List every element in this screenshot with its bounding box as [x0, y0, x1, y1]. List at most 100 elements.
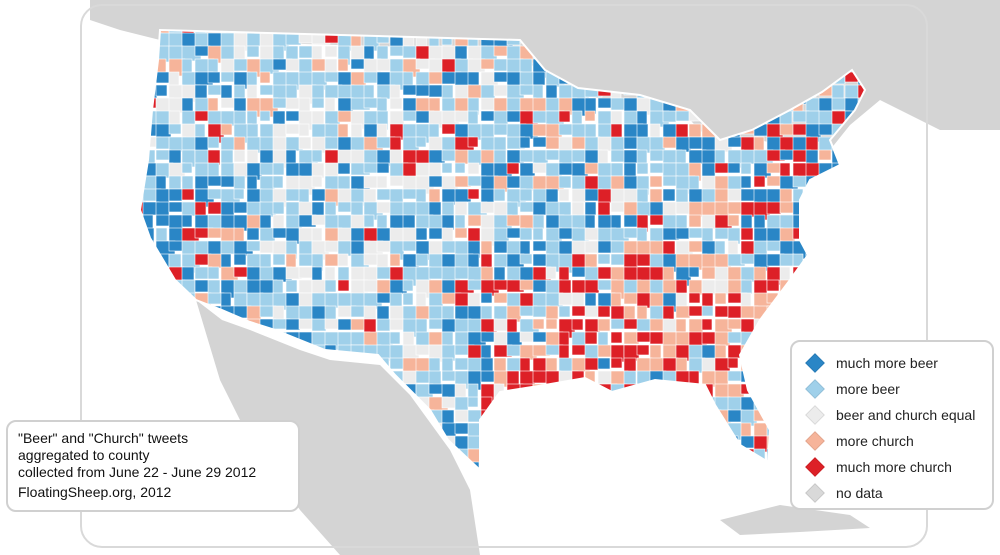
county-cell: [818, 97, 833, 112]
county-cell: [662, 136, 677, 149]
county-cell: [428, 331, 443, 346]
county-cell: [532, 214, 545, 230]
county-cell: [311, 149, 323, 163]
county-cell: [636, 188, 649, 204]
county-cell: [701, 305, 714, 317]
county-cell: [740, 279, 753, 295]
county-cell: [428, 357, 441, 373]
county-cell: [727, 214, 740, 227]
county-cell: [155, 84, 168, 97]
county-cell: [714, 383, 730, 399]
county-cell: [597, 253, 611, 265]
county-cell: [792, 253, 804, 267]
county-cell: [415, 305, 430, 320]
county-cell: [714, 240, 726, 256]
county-cell: [298, 318, 314, 330]
county-cell: [480, 123, 495, 139]
county-cell: [649, 175, 663, 188]
county-cell: [337, 227, 353, 242]
county-cell: [662, 201, 677, 217]
county-cell: [233, 188, 245, 200]
county-cell: [480, 58, 496, 70]
county-cell: [272, 97, 288, 109]
county-cell: [532, 201, 547, 216]
county-cell: [779, 149, 794, 161]
county-cell: [233, 175, 246, 190]
county-cell: [610, 162, 624, 177]
county-cell: [181, 214, 193, 228]
county-cell: [402, 71, 414, 87]
county-cell: [441, 97, 456, 113]
county-cell: [168, 175, 182, 190]
county-cell: [207, 136, 220, 149]
county-cell: [740, 162, 752, 175]
legend-item-much-more-church: much more church: [804, 454, 992, 480]
caption-line-2: aggregated to county: [18, 447, 150, 463]
county-cell: [662, 305, 675, 321]
county-cell: [545, 357, 558, 373]
county-cell: [571, 318, 584, 331]
county-cell: [376, 162, 390, 174]
county-cell: [285, 97, 301, 110]
county-cell: [532, 357, 547, 373]
county-cell: [168, 45, 184, 61]
county-cell: [181, 162, 193, 174]
county-cell: [675, 227, 690, 240]
county-cell: [584, 201, 597, 216]
county-cell: [467, 136, 479, 148]
county-cell: [428, 97, 441, 113]
county-cell: [467, 162, 480, 175]
county-cell: [493, 84, 509, 97]
county-cell: [246, 227, 260, 241]
county-cell: [727, 357, 739, 369]
county-cell: [610, 357, 623, 369]
county-cell: [337, 266, 350, 282]
county-cell: [532, 71, 546, 86]
county-cell: [467, 253, 480, 269]
county-cell: [402, 240, 417, 252]
county-cell: [558, 188, 570, 202]
county-cell: [701, 162, 716, 178]
county-cell: [571, 110, 583, 125]
county-cell: [298, 136, 312, 150]
legend-label: no data: [836, 485, 883, 501]
county-cell: [376, 292, 392, 304]
legend-swatch-no-data-icon: [805, 483, 825, 503]
county-cell: [649, 188, 663, 204]
county-cell: [298, 279, 313, 294]
county-cell: [584, 331, 598, 345]
county-cell: [402, 214, 416, 229]
county-cell: [532, 227, 544, 241]
county-cell: [584, 110, 596, 122]
county-cell: [454, 357, 469, 371]
legend-label: much more beer: [836, 355, 938, 371]
county-cell: [597, 97, 613, 109]
county-cell: [584, 227, 600, 241]
county-cell: [649, 240, 664, 256]
county-cell: [597, 318, 611, 332]
county-cell: [233, 201, 248, 214]
county-cell: [662, 240, 676, 256]
county-cell: [727, 266, 742, 281]
county-cell: [558, 266, 570, 282]
county-cell: [519, 188, 533, 202]
county-cell: [285, 110, 300, 122]
county-cell: [272, 175, 284, 189]
county-cell: [688, 292, 701, 304]
county-cell: [454, 149, 469, 165]
county-cell: [493, 58, 508, 72]
county-cell: [610, 136, 625, 152]
county-cell: [467, 305, 482, 321]
county-cell: [727, 162, 741, 174]
county-cell: [168, 188, 183, 202]
county-cell: [480, 201, 495, 214]
county-cell: [233, 149, 246, 163]
caption-line-3: collected from June 22 - June 29 2012: [18, 464, 257, 480]
county-cell: [623, 175, 638, 190]
county-cell: [259, 84, 274, 96]
legend-item-equal: beer and church equal: [804, 402, 992, 428]
county-cell: [454, 409, 470, 423]
county-cell: [636, 162, 649, 175]
county-cell: [415, 136, 427, 148]
county-cell: [792, 175, 808, 188]
